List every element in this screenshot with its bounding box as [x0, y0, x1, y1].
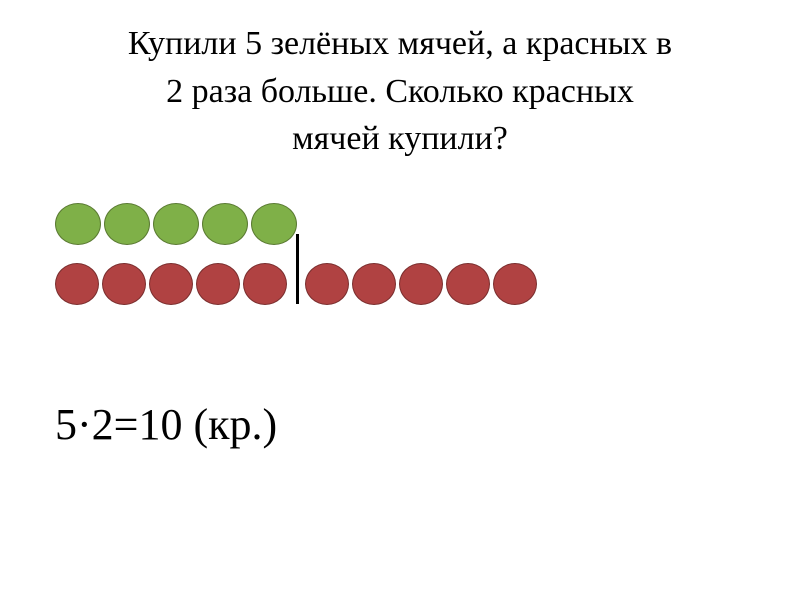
red-balls-row [55, 249, 760, 319]
problem-line-1: Купили 5 зелёных мячей, а красных в [128, 25, 672, 62]
red-ball [102, 263, 146, 305]
red-ball [55, 263, 99, 305]
red-ball [305, 263, 349, 305]
green-ball [251, 203, 297, 245]
green-ball [55, 203, 101, 245]
red-ball [243, 263, 287, 305]
problem-statement: Купили 5 зелёных мячей, а красных в 2 ра… [40, 20, 760, 163]
red-ball [352, 263, 396, 305]
problem-line-3: мячей купили? [292, 120, 508, 157]
problem-line-2: 2 раза больше. Сколько красных [166, 73, 634, 110]
green-ball [104, 203, 150, 245]
green-ball [202, 203, 248, 245]
group-divider [296, 234, 299, 304]
red-ball [493, 263, 537, 305]
red-ball [149, 263, 193, 305]
answer-expression: 5·2=10 (кр.) [55, 399, 760, 450]
red-ball [399, 263, 443, 305]
red-ball [196, 263, 240, 305]
red-ball [446, 263, 490, 305]
green-ball [153, 203, 199, 245]
green-balls-row [55, 203, 760, 245]
balls-visualization [55, 203, 760, 319]
